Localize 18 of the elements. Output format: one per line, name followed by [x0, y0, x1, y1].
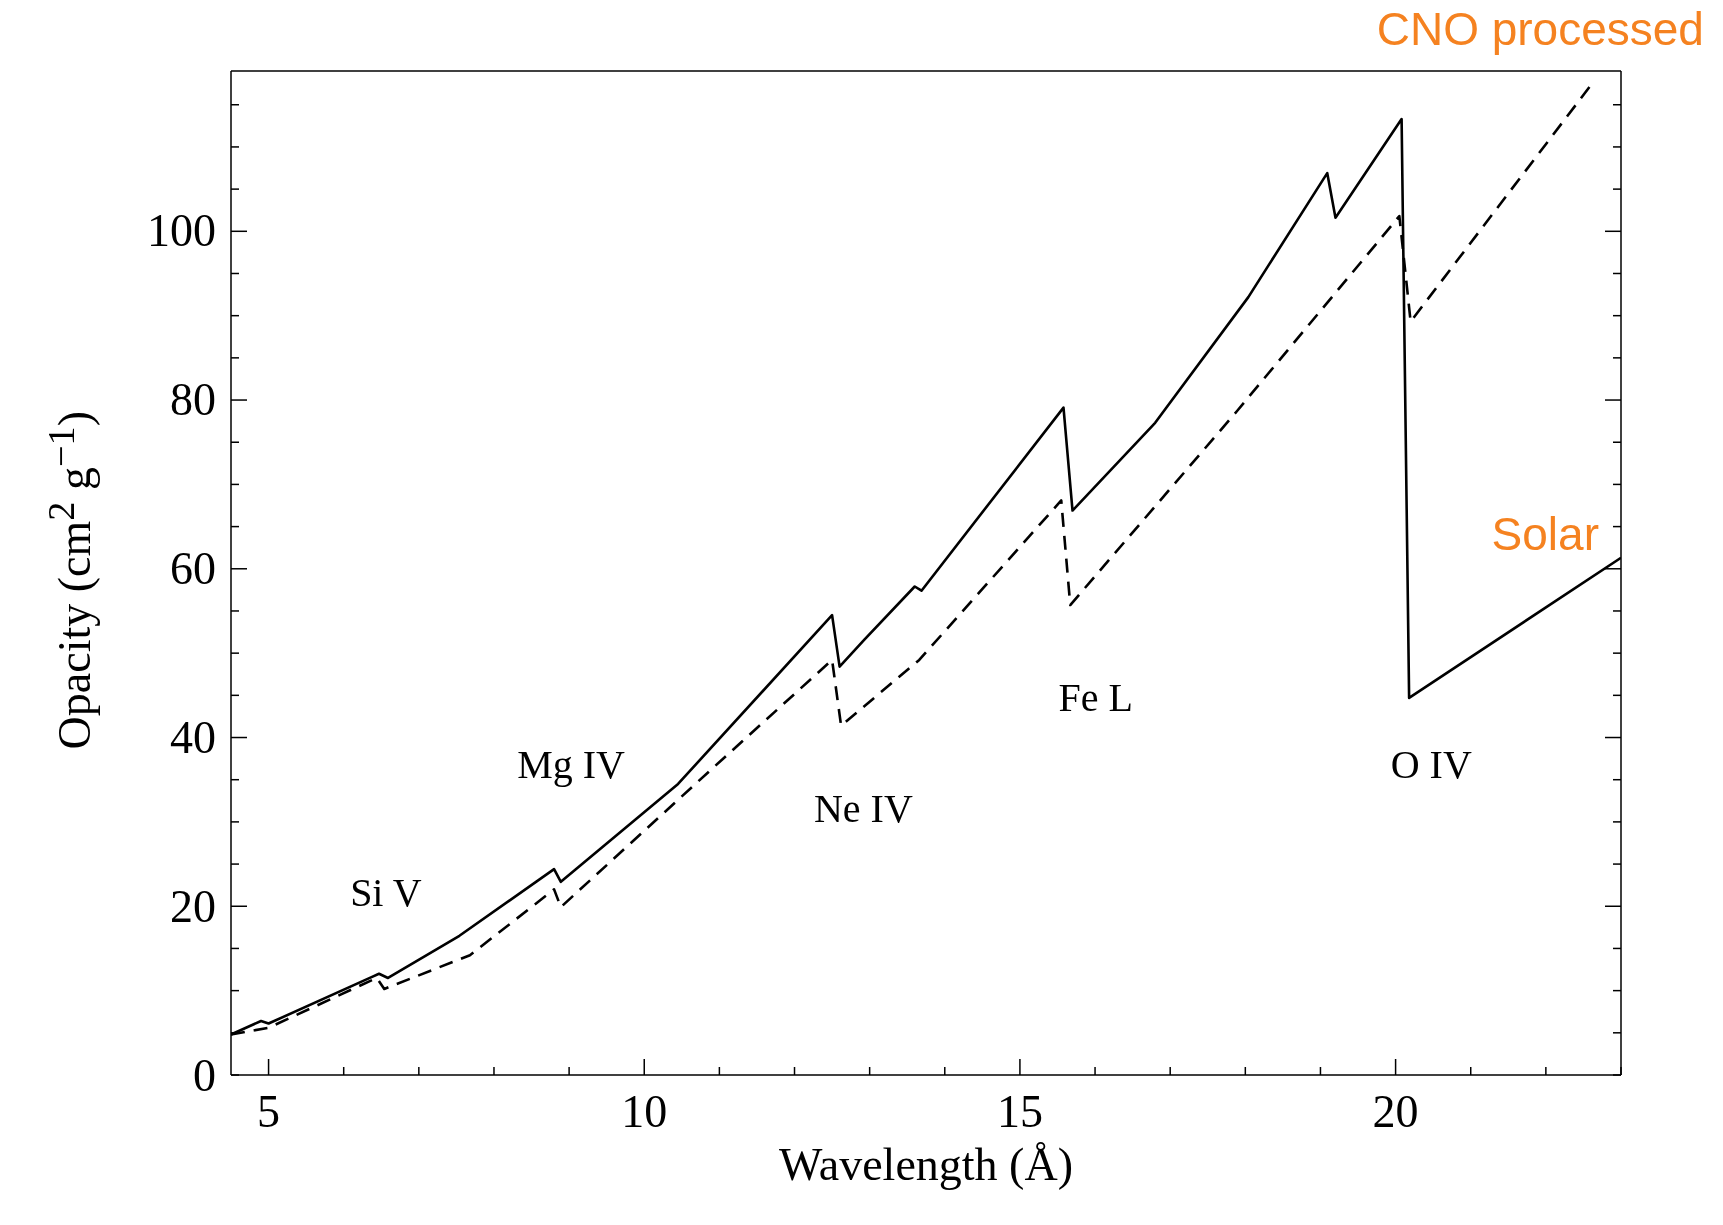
- annotation: O IV: [1389, 741, 1473, 790]
- y-tick-label: 80: [170, 373, 216, 425]
- x-tick-label: 20: [1372, 1086, 1419, 1137]
- series-label: CNO processed: [1376, 3, 1704, 56]
- annotation: Si V: [349, 868, 423, 917]
- y-tick-label: 20: [169, 879, 216, 934]
- y-tick-label: 100: [146, 203, 216, 258]
- annotation: Fe L: [1057, 673, 1135, 722]
- x-axis-title: Wavelength (Å): [778, 1138, 1074, 1191]
- x-tick-label: 15: [996, 1086, 1043, 1137]
- x-tick-label: 10: [621, 1086, 668, 1137]
- y-tick-label: 0: [192, 1049, 216, 1103]
- x-tick-label: 5: [257, 1086, 281, 1137]
- y-tick-label: 60: [170, 542, 216, 594]
- legend-label: Solar: [1491, 507, 1599, 560]
- annotation: Mg IV: [516, 741, 626, 790]
- y-tick-label: 40: [170, 711, 216, 763]
- annotation: Ne IV: [812, 785, 914, 834]
